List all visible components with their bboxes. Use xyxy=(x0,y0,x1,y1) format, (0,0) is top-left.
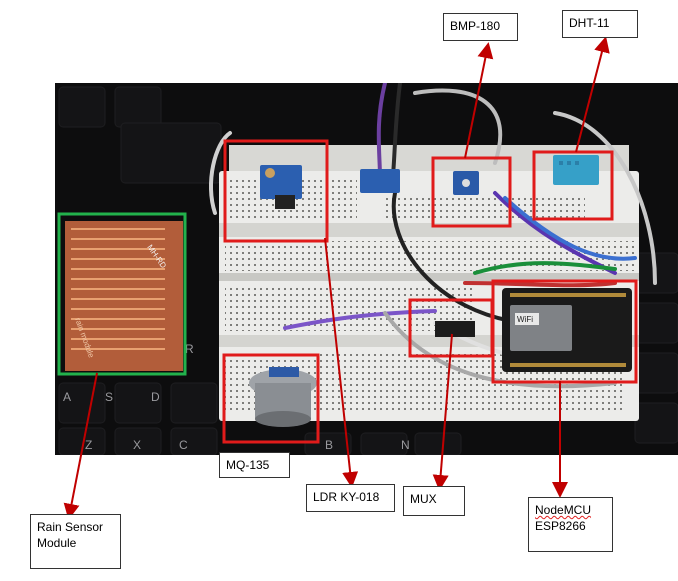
mux-arrow xyxy=(432,333,453,491)
purple-wire xyxy=(283,309,437,330)
nodemcu-label: NodeMCU ESP8266 xyxy=(528,497,613,552)
nodemcu-board: WiFi xyxy=(502,288,632,372)
white-wire xyxy=(553,111,657,285)
key-letter: B xyxy=(325,438,333,452)
dht11-module xyxy=(553,155,599,185)
ldr-arrow xyxy=(324,237,359,488)
dht11-label: DHT-11 xyxy=(562,10,638,38)
ldr-highlight xyxy=(223,139,329,243)
mux-chip xyxy=(435,321,475,337)
black-wire xyxy=(391,83,402,177)
key-letter: C xyxy=(179,438,188,452)
nodemcu-label-line1: NodeMCU xyxy=(535,503,592,517)
rain-traces xyxy=(71,228,165,350)
key-letter: N xyxy=(401,438,410,452)
blue-wire xyxy=(503,196,637,261)
bmp-arrow xyxy=(464,42,494,159)
dht-highlight xyxy=(532,150,614,221)
rain-sensor-label-line2: Module xyxy=(37,536,77,550)
mux-label-text: MUX xyxy=(410,492,437,506)
mq135-label-text: MQ-135 xyxy=(226,458,270,472)
rain-sensor-label: Rain Sensor Module xyxy=(30,514,121,569)
mq135-label: MQ-135 xyxy=(219,452,290,478)
key-letter: X xyxy=(133,438,141,452)
key-letter: Z xyxy=(85,438,92,452)
mux-label: MUX xyxy=(403,486,465,516)
rain-sensor-plate: MH-RD rain module xyxy=(65,221,183,371)
ldr-module xyxy=(260,165,302,209)
ldr-label-text: LDR KY-018 xyxy=(313,490,380,504)
nodemcu-label-line2: ESP8266 xyxy=(535,519,586,533)
bmp180-module xyxy=(453,171,479,195)
rain-plate xyxy=(65,221,183,371)
white-wire xyxy=(208,131,232,215)
key-letter: D xyxy=(151,390,160,404)
key-letter: A xyxy=(63,390,71,404)
nodemcu-highlight xyxy=(491,279,638,384)
hardware-photo: R E A S D Z X C B N xyxy=(55,83,678,455)
ldr-label: LDR KY-018 xyxy=(306,484,395,512)
photo-drawing: R E A S D Z X C B N xyxy=(55,83,678,455)
white-wire xyxy=(413,88,503,165)
breadboard-holes xyxy=(229,183,629,186)
dht11-label-text: DHT-11 xyxy=(569,16,610,30)
rain-sensor-highlight xyxy=(57,212,187,376)
mq135-sensor xyxy=(249,367,317,427)
red-wire xyxy=(463,281,617,288)
keyboard-keys xyxy=(58,86,678,455)
mq135-highlight xyxy=(222,353,320,444)
key-letter: S xyxy=(105,390,113,404)
mux-header-module xyxy=(360,169,400,193)
key-letter: R xyxy=(185,342,194,356)
white-wire xyxy=(383,311,617,389)
rain-arrow xyxy=(63,372,98,520)
rain-sensor-label-line1: Rain Sensor xyxy=(37,520,104,534)
bmp180-label: BMP-180 xyxy=(443,13,518,41)
wifi-text: WiFi xyxy=(517,315,533,324)
bmp-highlight xyxy=(431,156,512,228)
dht-arrow xyxy=(575,36,610,153)
green-wire xyxy=(473,261,617,275)
bmp180-label-text: BMP-180 xyxy=(450,19,501,33)
